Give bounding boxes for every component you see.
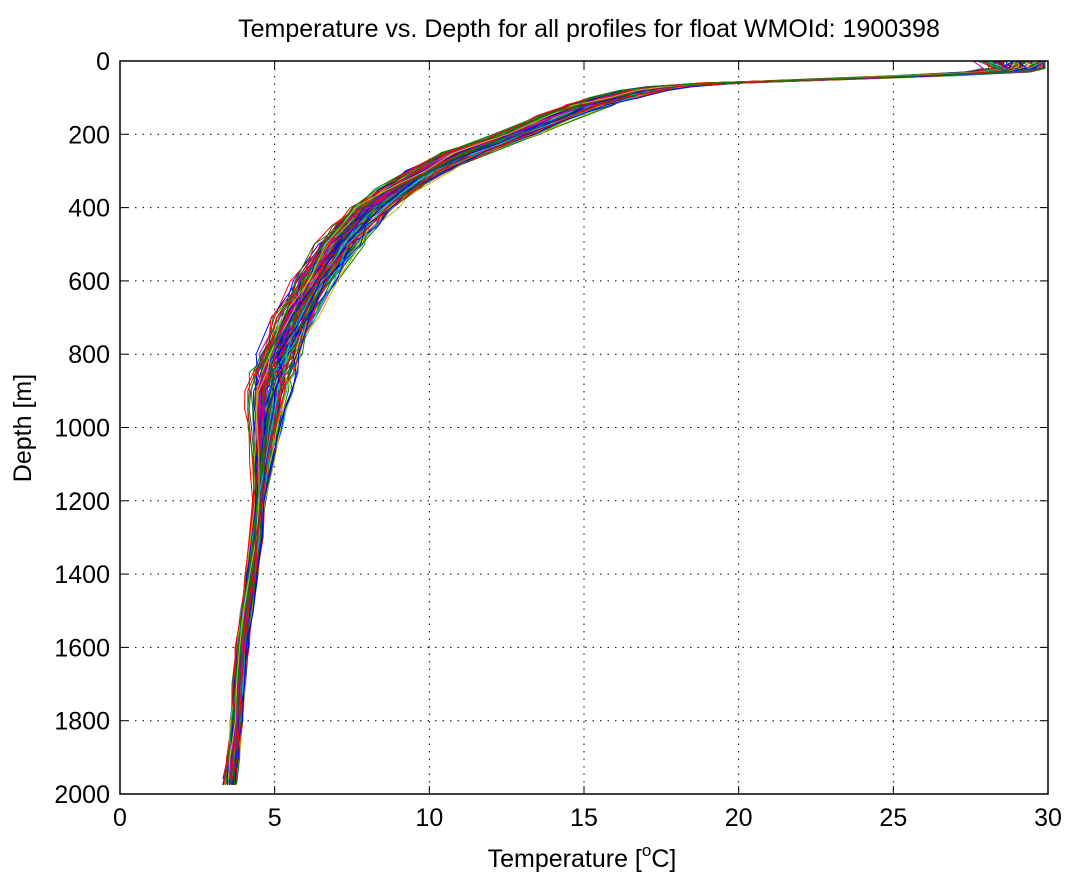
y-tick-label: 1400 bbox=[54, 561, 110, 589]
x-tick-label: 5 bbox=[268, 804, 282, 832]
x-tick-label: 10 bbox=[415, 804, 443, 832]
y-tick-label: 2000 bbox=[54, 781, 110, 809]
x-axis-label-prefix: Temperature [ bbox=[488, 845, 642, 873]
y-tick-label: 0 bbox=[96, 48, 110, 76]
chart-title: Temperature vs. Depth for all profiles f… bbox=[238, 15, 940, 43]
x-tick-label: 25 bbox=[879, 804, 907, 832]
ticks bbox=[119, 60, 1049, 795]
x-axis-label-superscript: o bbox=[642, 841, 651, 860]
profile-line bbox=[231, 61, 1005, 782]
profile-line bbox=[225, 61, 1046, 785]
y-tick-label: 400 bbox=[68, 195, 110, 223]
plot-area bbox=[222, 61, 1046, 785]
x-tick-label: 20 bbox=[725, 804, 753, 832]
x-axis-label-suffix: C] bbox=[651, 845, 676, 873]
x-axis-label: Temperature [oC] bbox=[488, 841, 677, 873]
y-tick-labels: 0 200 400 600 800 1000 1200 1400 1600 1800 2000 bbox=[54, 48, 110, 809]
series-group bbox=[222, 61, 1046, 785]
y-tick-label: 800 bbox=[68, 341, 110, 369]
x-tick-labels: 0 5 10 15 20 25 30 bbox=[113, 804, 1062, 832]
grid bbox=[120, 61, 1048, 794]
x-tick-label: 30 bbox=[1034, 804, 1062, 832]
profile-line bbox=[228, 61, 1020, 780]
y-tick-label: 600 bbox=[68, 268, 110, 296]
y-tick-label: 1200 bbox=[54, 488, 110, 516]
profile-line bbox=[234, 61, 1028, 785]
y-tick-label: 1000 bbox=[54, 415, 110, 443]
x-tick-label: 15 bbox=[570, 804, 598, 832]
y-tick-label: 1600 bbox=[54, 634, 110, 662]
x-tick-label: 0 bbox=[113, 804, 127, 832]
y-tick-label: 200 bbox=[68, 121, 110, 149]
y-tick-label: 1800 bbox=[54, 708, 110, 736]
y-axis-label: Depth [m] bbox=[9, 374, 37, 482]
